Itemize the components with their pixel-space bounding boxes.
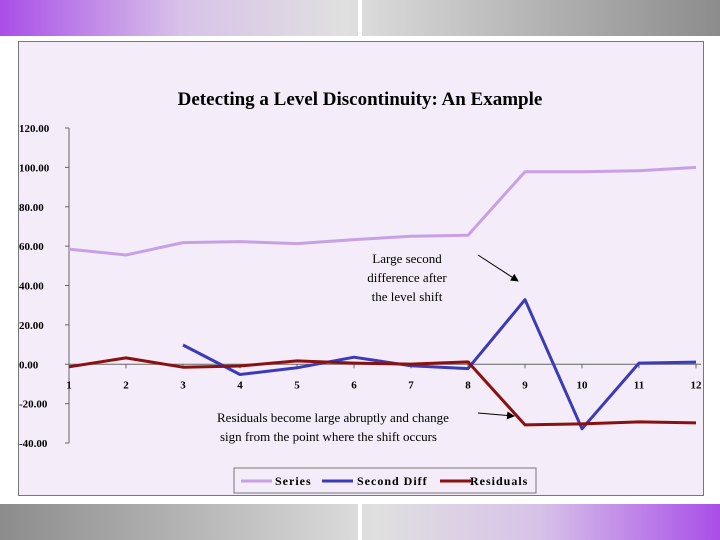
x-tick-labels: 1 2 3 4 5 6 7 8 9 10 11 12 [66, 379, 702, 391]
y-tick-label: 40.00 [19, 281, 44, 293]
y-tick-label: 120.00 [19, 123, 50, 135]
annotation-shift-line: difference after [367, 270, 447, 285]
series-line-series [68, 165, 697, 257]
x-tick-label: 5 [294, 379, 300, 391]
legend-label: Second Diff [357, 474, 428, 488]
x-tick-label: 6 [351, 379, 357, 391]
axes [65, 127, 701, 444]
legend-label: Series [275, 474, 312, 488]
y-tick-label: 0.00 [19, 359, 39, 371]
top-band-divider [358, 0, 362, 36]
x-tick-label: 7 [408, 379, 414, 391]
annotation-shift-line: Large second [372, 251, 442, 266]
y-tick-label: 60.00 [19, 241, 44, 253]
annotation-residuals-line: Residuals become large abruptly and chan… [217, 410, 449, 425]
x-tick-label: 10 [577, 379, 589, 391]
x-tick-label: 4 [237, 379, 243, 391]
x-tick-label: 1 [66, 379, 72, 391]
y-tick-label: 100.00 [19, 162, 50, 174]
y-tick-label: 20.00 [19, 320, 44, 332]
series-line-second-diff [182, 298, 697, 431]
x-tick-label: 9 [522, 379, 528, 391]
x-tick-label: 2 [123, 379, 129, 391]
series-line-residuals [68, 356, 697, 427]
annotation-shift-line: the level shift [372, 289, 443, 304]
legend: Series Second Diff Residuals [233, 467, 537, 494]
legend-box [233, 467, 537, 494]
y-tick-labels: 120.00 100.00 80.00 60.00 40.00 20.00 0.00 -20.… [19, 123, 50, 450]
x-tick-label: 11 [634, 379, 644, 391]
annotation-residuals-arrow [477, 411, 515, 420]
chart-title: Detecting a Level Discontinuity: An Exam… [178, 89, 543, 110]
legend-label: Residuals [470, 474, 528, 488]
annotations: Large second difference after the level sh… [217, 251, 519, 444]
y-tick-label: -40.00 [19, 438, 48, 450]
x-tick-label: 3 [180, 379, 186, 391]
series-lines [68, 165, 697, 431]
bottom-band-divider [358, 504, 362, 540]
x-tick-label: 12 [691, 379, 703, 391]
y-tick-label: -20.00 [19, 399, 48, 411]
y-tick-label: 80.00 [19, 202, 44, 214]
x-tick-label: 8 [465, 379, 471, 391]
annotation-residuals-line: sign from the point where the shift occu… [220, 429, 437, 444]
annotation-shift-arrow [477, 254, 519, 282]
